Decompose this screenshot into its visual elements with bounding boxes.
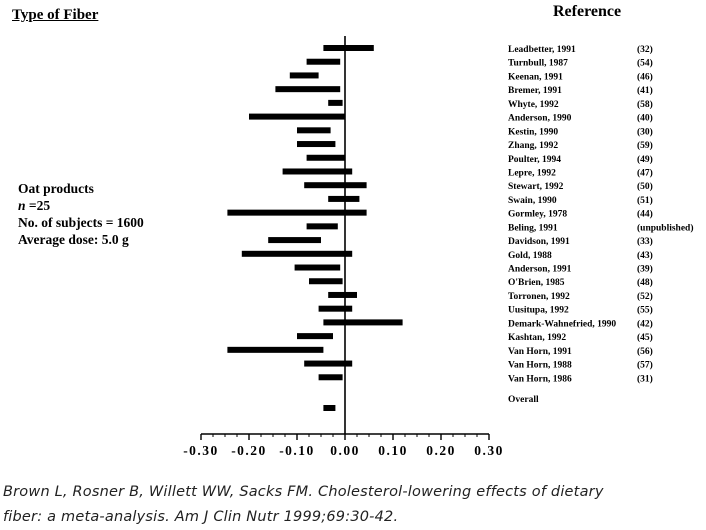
study-label: Van Horn, 1988	[508, 361, 572, 371]
study-effect-bar	[249, 113, 345, 120]
overall-label: Overall	[508, 395, 539, 405]
study-label: Whyte, 1992	[508, 100, 559, 110]
study-reference: (31)	[637, 373, 653, 384]
study-reference: (52)	[637, 291, 653, 302]
study-reference: (58)	[637, 99, 653, 110]
summary-line-fiber-type: Oat products	[18, 181, 94, 196]
study-label: Leadbetter, 1991	[508, 45, 576, 55]
study-reference: (51)	[637, 195, 653, 206]
study-reference: (43)	[637, 250, 653, 261]
study-label: Kestin, 1990	[508, 127, 558, 137]
study-label: Kashtan, 1992	[508, 333, 566, 343]
study-effect-bar	[323, 45, 374, 51]
study-label: Turnbull, 1987	[508, 59, 568, 69]
study-label: Beling, 1991	[508, 223, 558, 233]
forest-plot-chart: -0.30 -0.20 -0.10 0.00 0.10 0.20 0.30 Leadbette…	[183, 36, 694, 458]
summary-line-dose: Average dose: 5.0 g	[18, 232, 129, 247]
study-effect-bar	[318, 374, 343, 381]
study-reference: (44)	[637, 209, 653, 220]
study-effect-bar	[227, 209, 367, 216]
study-reference: (56)	[637, 346, 653, 357]
study-effect-bar	[306, 58, 341, 65]
study-effect-bar	[289, 72, 319, 79]
study-label: Demark-Wahnefried, 1990	[508, 319, 616, 329]
study-label: Van Horn, 1986	[508, 374, 572, 384]
study-reference: (47)	[637, 167, 653, 178]
study-effect-bar	[318, 305, 353, 312]
study-reference: (40)	[637, 113, 653, 124]
study-effect-bar	[227, 346, 324, 353]
study-effect-bar	[306, 223, 338, 230]
overall-effect-bar	[323, 405, 336, 411]
study-reference: (30)	[637, 126, 653, 137]
study-effect-bar	[268, 237, 321, 244]
study-reference: (39)	[637, 264, 653, 275]
citation-line-1: Brown L, Rosner B, Willett WW, Sacks FM.…	[3, 484, 604, 500]
study-effect-bar	[297, 127, 331, 134]
study-effect-bar	[282, 168, 353, 175]
study-effect-bar	[304, 182, 367, 189]
study-reference: (33)	[637, 236, 653, 247]
x-tick-label: 0.30	[474, 443, 504, 458]
study-effect-bar	[294, 264, 341, 271]
study-effect-bar	[304, 360, 353, 367]
study-label: Anderson, 1991	[508, 265, 572, 275]
x-tick-label: -0.20	[231, 443, 267, 458]
study-reference: (32)	[637, 44, 653, 55]
study-effect-bar	[306, 154, 345, 161]
study-reference: (54)	[637, 58, 653, 69]
study-effect-bar	[241, 250, 353, 257]
study-label: O'Brien, 1985	[508, 278, 565, 288]
study-label: Gold, 1988	[508, 251, 552, 261]
study-label: Bremer, 1991	[508, 86, 562, 96]
summary-n-value: =25	[25, 198, 51, 213]
study-label: Keenan, 1991	[508, 72, 563, 82]
study-effect-bar	[328, 195, 360, 202]
study-label: Van Horn, 1991	[508, 347, 572, 357]
study-effect-bar	[323, 319, 403, 326]
summary-line-subjects: No. of subjects = 1600	[18, 215, 144, 230]
study-reference: (45)	[637, 332, 653, 343]
study-label: Poulter, 1994	[508, 155, 561, 165]
study-reference: (50)	[637, 181, 653, 192]
reference-heading: Reference	[553, 3, 622, 20]
study-reference: (59)	[637, 140, 653, 151]
study-label: Gormley, 1978	[508, 210, 567, 220]
study-effect-bar	[309, 278, 343, 285]
study-effect-bar	[275, 86, 341, 93]
study-effect-bar	[297, 333, 333, 340]
summary-n-symbol: n	[18, 198, 26, 213]
study-reference: (42)	[637, 318, 653, 329]
study-reference: (55)	[637, 305, 653, 316]
study-reference: (unpublished)	[637, 222, 694, 233]
x-tick-label: 0.10	[378, 443, 408, 458]
study-label: Anderson, 1990	[508, 114, 572, 124]
study-reference: (46)	[637, 71, 653, 82]
citation-text: Brown L, Rosner B, Willett WW, Sacks FM.…	[3, 480, 604, 530]
x-tick-label: 0.20	[426, 443, 456, 458]
citation-line-2: fiber: a meta-analysis. Am J Clin Nutr 1…	[3, 509, 399, 525]
study-effect-bar	[328, 291, 357, 298]
study-effect-bar	[328, 99, 343, 106]
study-label: Stewart, 1992	[508, 182, 564, 192]
study-label: Zhang, 1992	[508, 141, 558, 151]
study-effect-bar	[297, 141, 336, 148]
x-tick-label: -0.10	[279, 443, 315, 458]
type-of-fiber-heading: Type of Fiber	[12, 7, 99, 23]
x-tick-label: -0.30	[183, 443, 219, 458]
study-label: Uusitupa, 1992	[508, 306, 569, 316]
study-reference: (57)	[637, 360, 653, 371]
study-reference: (49)	[637, 154, 653, 165]
study-label: Davidson, 1991	[508, 237, 570, 247]
study-reference: (41)	[637, 85, 653, 96]
study-label: Swain, 1990	[508, 196, 557, 206]
summary-line-n: n =25	[18, 197, 144, 214]
x-tick-label: 0.00	[330, 443, 360, 458]
study-label: Torronen, 1992	[508, 292, 570, 302]
study-label: Lepre, 1992	[508, 168, 556, 178]
study-reference: (48)	[637, 277, 653, 288]
oat-products-summary: Oat products n =25 No. of subjects = 160…	[18, 180, 144, 248]
